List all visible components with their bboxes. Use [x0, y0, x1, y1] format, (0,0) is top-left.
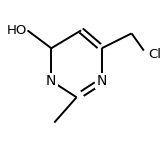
Text: HO: HO: [7, 24, 28, 37]
Text: Cl: Cl: [148, 48, 161, 61]
Text: N: N: [46, 74, 56, 88]
Text: N: N: [97, 74, 107, 88]
